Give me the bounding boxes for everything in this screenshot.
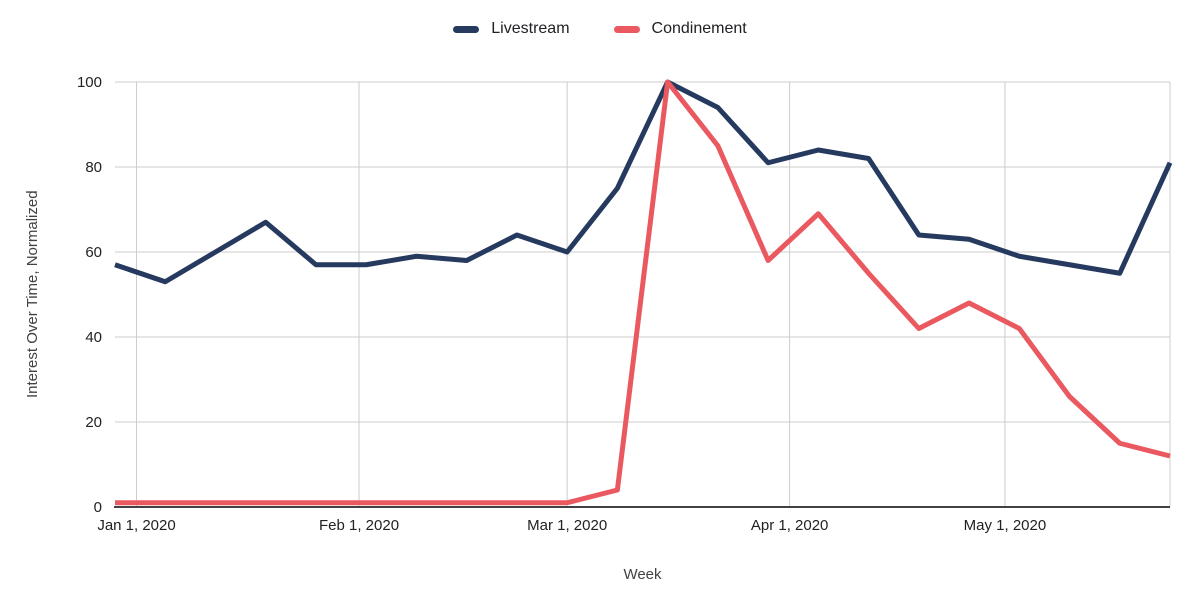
legend-item-condinement[interactable]: Condinement: [613, 20, 747, 38]
legend-swatch-livestream: [453, 25, 480, 33]
legend: Livestream Condinement: [0, 20, 1200, 38]
legend-label-livestream: Livestream: [491, 20, 570, 37]
x-tick-label: Jan 1, 2020: [97, 517, 175, 534]
x-tick-label: May 1, 2020: [964, 517, 1047, 534]
series-line-condinement: [115, 79, 1171, 506]
x-tick-label: Mar 1, 2020: [527, 517, 607, 534]
legend-swatch-condinement: [613, 25, 640, 33]
y-tick-label: 0: [94, 499, 102, 516]
legend-item-livestream[interactable]: Livestream: [453, 20, 570, 38]
legend-label-condinement: Condinement: [651, 20, 747, 37]
y-tick-label: 40: [85, 329, 102, 346]
y-tick-label: 80: [85, 159, 102, 176]
series-line-livestream: [114, 79, 1173, 285]
x-tick-label: Apr 1, 2020: [751, 517, 829, 534]
x-axis-title: Week: [623, 566, 662, 583]
y-tick-label: 100: [77, 74, 102, 91]
y-tick-label: 20: [85, 414, 102, 431]
x-tick-label: Feb 1, 2020: [319, 517, 399, 534]
y-tick-label: 60: [85, 244, 102, 261]
